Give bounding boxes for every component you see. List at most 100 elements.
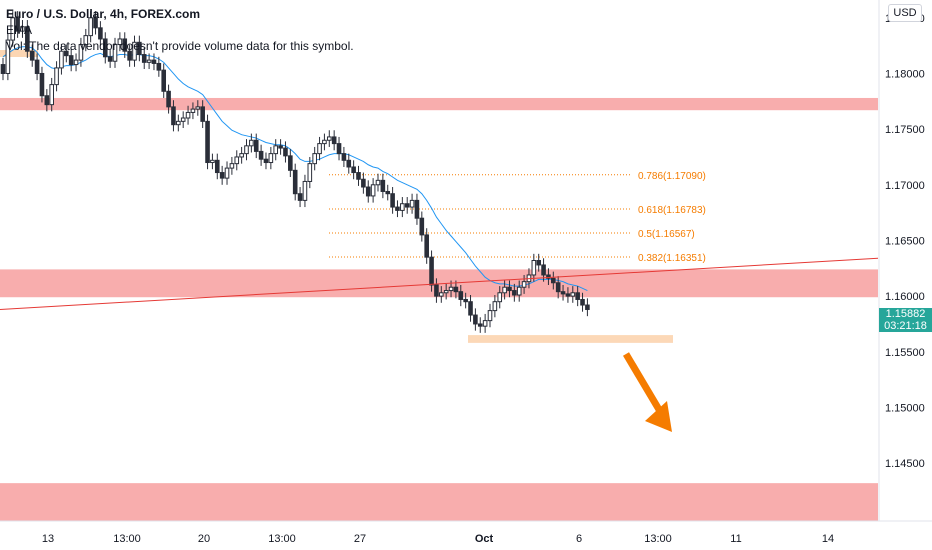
candle-body bbox=[492, 301, 498, 312]
candle-body bbox=[292, 169, 298, 195]
candle-body bbox=[439, 292, 444, 297]
candle-body bbox=[25, 26, 30, 52]
candle-body bbox=[190, 108, 196, 113]
candle-body bbox=[234, 156, 240, 165]
candle-body bbox=[288, 155, 293, 171]
ema-label: EMA bbox=[6, 23, 33, 37]
zone-resistance-0 bbox=[0, 97, 878, 111]
candle-body bbox=[307, 163, 313, 182]
fib-label-2: 0.5(1.16567) bbox=[638, 229, 695, 240]
candle-body bbox=[375, 179, 381, 186]
candle-body bbox=[521, 281, 527, 288]
candle-body bbox=[268, 153, 274, 164]
candle-body bbox=[370, 184, 376, 197]
candle-body bbox=[541, 264, 546, 276]
candle-body bbox=[361, 178, 366, 188]
candle-body bbox=[400, 203, 405, 211]
candle-body bbox=[536, 260, 542, 266]
y-tick-label-5: 1.16000 bbox=[885, 291, 925, 303]
candle-body bbox=[156, 62, 162, 71]
candle-body bbox=[73, 59, 79, 66]
candle-body bbox=[180, 117, 186, 122]
candle-body bbox=[185, 111, 191, 119]
candle-body bbox=[326, 136, 332, 141]
candle-body bbox=[102, 38, 108, 58]
x-tick-label-6: 6 bbox=[576, 533, 582, 545]
x-tick-label-5: Oct bbox=[475, 533, 494, 545]
candle-body bbox=[122, 38, 128, 52]
candle-body bbox=[380, 179, 386, 192]
candle-body bbox=[390, 193, 395, 208]
candle-body bbox=[34, 59, 40, 74]
candle-body bbox=[171, 106, 176, 126]
candle-body bbox=[54, 67, 59, 86]
y-tick-label-8: 1.14500 bbox=[885, 458, 925, 470]
candle-body bbox=[336, 143, 342, 155]
y-tick-label-4: 1.16500 bbox=[885, 235, 925, 247]
x-tick-label-2: 20 bbox=[198, 533, 210, 545]
x-tick-label-4: 27 bbox=[354, 533, 366, 545]
candle-body bbox=[83, 35, 89, 46]
candle-body bbox=[458, 291, 464, 300]
candle-body bbox=[565, 293, 571, 297]
candle-body bbox=[580, 298, 585, 306]
candle-body bbox=[29, 50, 35, 61]
candle-body bbox=[15, 17, 20, 32]
volume-note: Vol: The data vendor doesn't provide vol… bbox=[6, 39, 354, 53]
candle-body bbox=[200, 106, 205, 122]
candle-body bbox=[404, 203, 410, 208]
candle-body bbox=[239, 153, 244, 158]
candle-body bbox=[555, 282, 561, 293]
candle-body bbox=[127, 50, 132, 61]
zone-orange-top-left bbox=[0, 50, 38, 57]
y-tick-label-6: 1.15500 bbox=[885, 347, 925, 359]
candle-body bbox=[151, 59, 157, 64]
zone-support-3 bbox=[0, 483, 878, 525]
candle-body bbox=[322, 139, 327, 145]
last-price-value: 1.15882 bbox=[885, 308, 926, 320]
candle-body bbox=[331, 136, 337, 145]
y-tick-label-1: 1.18000 bbox=[885, 68, 925, 80]
candle-body bbox=[546, 274, 551, 279]
candle-body bbox=[429, 256, 434, 286]
candle-body bbox=[166, 90, 171, 108]
currency-button[interactable]: USD bbox=[888, 4, 922, 22]
candle-body bbox=[414, 199, 420, 219]
x-tick-label-7: 13:00 bbox=[644, 533, 672, 545]
y-tick-label-7: 1.15000 bbox=[885, 402, 925, 414]
candle-body bbox=[302, 180, 308, 201]
candle-body bbox=[434, 284, 439, 297]
candle-body bbox=[443, 290, 449, 294]
candle-body bbox=[395, 206, 400, 211]
plot-background bbox=[0, 0, 878, 521]
candle-body bbox=[64, 50, 69, 57]
candle-body bbox=[487, 310, 493, 322]
x-tick-label-3: 13:00 bbox=[268, 533, 296, 545]
candle-body bbox=[575, 292, 580, 300]
candle-body bbox=[224, 167, 230, 179]
candle-body bbox=[341, 153, 347, 161]
candle-body bbox=[385, 190, 391, 195]
last-price-tag: 1.15882 03:21:18 bbox=[879, 308, 932, 332]
candle-body bbox=[424, 234, 429, 258]
candle-body bbox=[477, 323, 483, 327]
candle-body bbox=[409, 199, 415, 208]
candle-body bbox=[365, 186, 371, 197]
candle-body bbox=[585, 304, 590, 310]
candle-body bbox=[283, 147, 288, 157]
candle-body bbox=[356, 172, 361, 180]
x-tick-label-9: 14 bbox=[822, 533, 834, 545]
candle-body bbox=[5, 39, 11, 74]
candle-body bbox=[273, 145, 279, 155]
candle-body bbox=[112, 44, 118, 62]
candle-body bbox=[244, 145, 249, 155]
candle-body bbox=[317, 143, 322, 155]
fib-label-3: 0.382(1.16351) bbox=[638, 253, 706, 264]
candle-body bbox=[502, 286, 507, 294]
candle-body bbox=[161, 69, 167, 92]
candle-body bbox=[176, 120, 181, 126]
candle-body bbox=[219, 172, 225, 179]
candle-body bbox=[531, 260, 537, 276]
candle-body bbox=[249, 139, 254, 147]
